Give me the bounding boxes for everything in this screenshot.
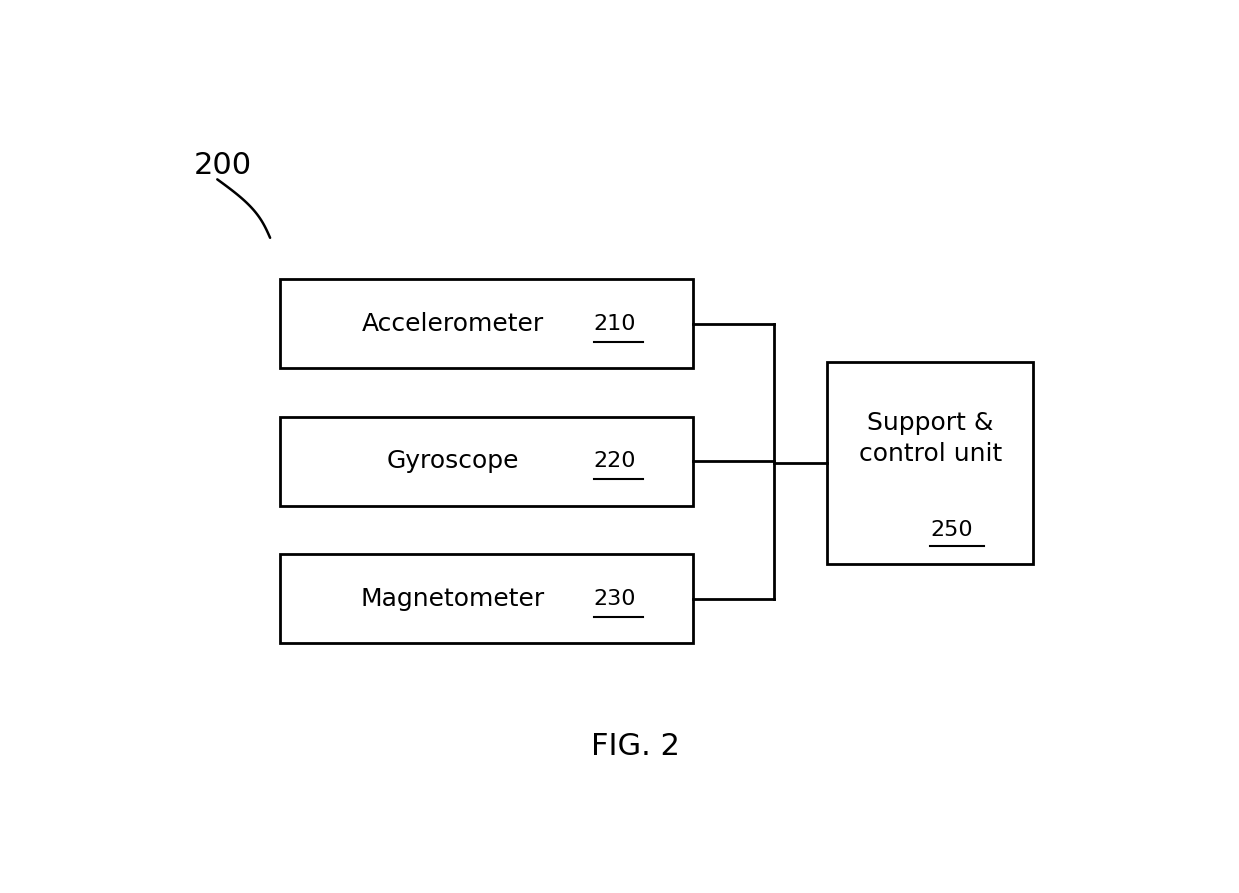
FancyBboxPatch shape bbox=[280, 279, 693, 369]
Text: 250: 250 bbox=[930, 520, 973, 540]
Text: 230: 230 bbox=[593, 588, 636, 609]
Text: 210: 210 bbox=[593, 313, 636, 334]
Text: FIG. 2: FIG. 2 bbox=[591, 732, 679, 761]
Text: Accelerometer: Accelerometer bbox=[362, 312, 544, 336]
Text: Magnetometer: Magnetometer bbox=[361, 587, 545, 611]
Text: Gyroscope: Gyroscope bbox=[387, 449, 519, 473]
FancyBboxPatch shape bbox=[280, 554, 693, 644]
FancyBboxPatch shape bbox=[828, 362, 1033, 564]
Text: 220: 220 bbox=[593, 451, 636, 472]
Text: 200: 200 bbox=[193, 151, 252, 180]
Text: Support &
control unit: Support & control unit bbox=[859, 411, 1002, 466]
FancyBboxPatch shape bbox=[280, 416, 693, 506]
